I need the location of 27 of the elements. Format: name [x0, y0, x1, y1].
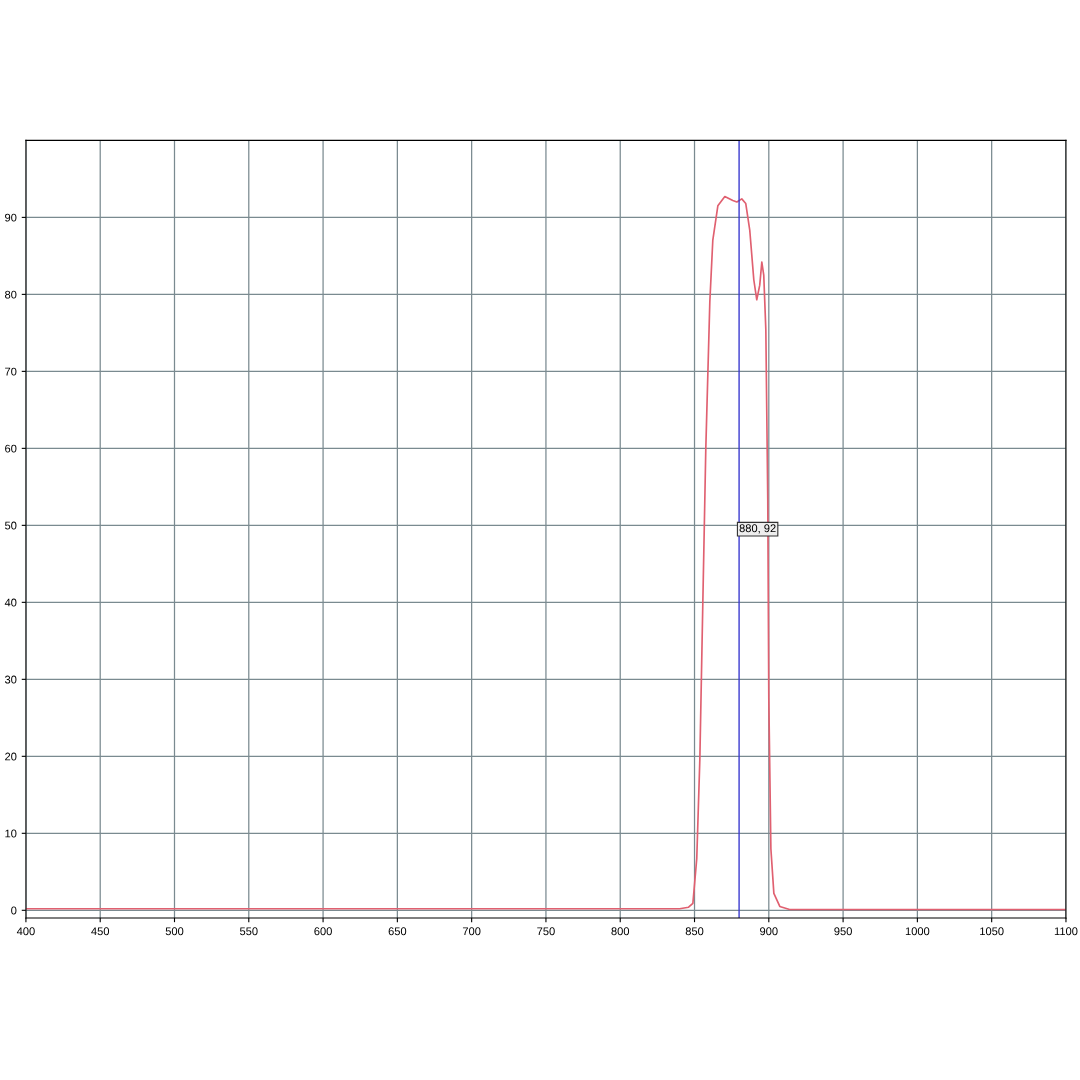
x-tick-label: 1100 — [1054, 927, 1078, 936]
x-tick-label: 750 — [537, 927, 555, 936]
x-tick-label: 1000 — [905, 927, 930, 936]
y-tick-label: 90 — [5, 213, 17, 222]
x-tick-label: 950 — [834, 927, 852, 936]
x-tick-label: 900 — [760, 927, 778, 936]
y-tick-label: 20 — [5, 752, 17, 761]
line-series — [25, 195, 1066, 911]
x-tick-label: 450 — [91, 927, 110, 936]
x-tick-label: 1050 — [980, 927, 1004, 936]
x-tick-label: 650 — [388, 927, 407, 936]
y-tick-label: 50 — [4, 521, 17, 530]
x-tick-label: 400 — [16, 927, 35, 936]
x-tick-label: 700 — [462, 927, 481, 936]
ref-line-label: 880, 92 — [739, 524, 776, 534]
y-tick-label: 60 — [5, 444, 17, 453]
x-tick-label: 800 — [611, 927, 630, 936]
y-tick-label: 0 — [11, 906, 17, 915]
x-tick-label: 500 — [165, 927, 184, 936]
y-tick-label: 40 — [4, 598, 17, 607]
x-tick-label: 850 — [685, 927, 704, 936]
y-tick-label: 70 — [5, 367, 17, 376]
y-tick-label: 80 — [5, 290, 17, 299]
x-tick-label: 550 — [239, 927, 258, 936]
y-tick-label: 10 — [5, 829, 17, 838]
x-tick-label: 600 — [314, 927, 332, 936]
y-tick-label: 30 — [4, 675, 17, 684]
